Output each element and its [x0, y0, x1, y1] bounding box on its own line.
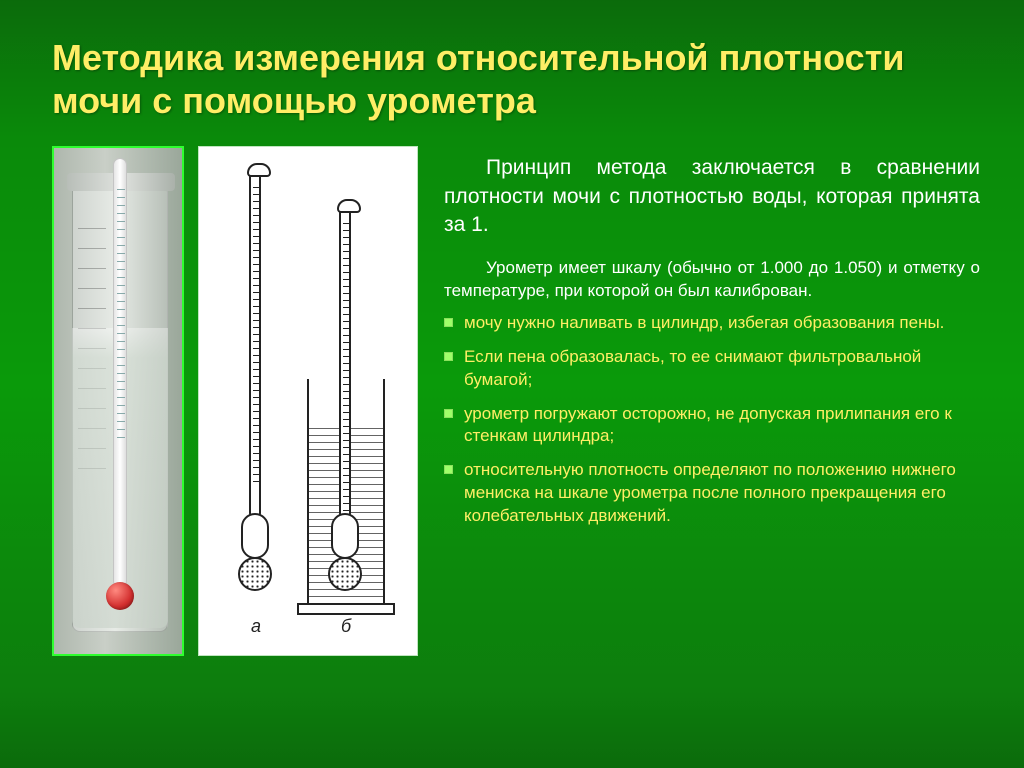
list-item: Если пена образовалась, то ее снимают фи… [444, 346, 980, 392]
diagram-scale-a [253, 187, 261, 487]
diagram-label-a: а [251, 616, 261, 637]
text-column: Принцип метода заключается в сравнении п… [444, 146, 980, 656]
diagram-label-b: б [341, 616, 351, 637]
photo-urometer-stem [113, 158, 127, 588]
list-item: урометр погружают осторожно, не допуская… [444, 403, 980, 449]
list-item: относительную плотность определяют по по… [444, 459, 980, 527]
content-row: а б Принцип метода заключается в сравнен… [52, 146, 980, 656]
diagram-base [297, 603, 395, 615]
bullet-list: мочу нужно наливать в цилиндр, избегая о… [444, 312, 980, 527]
illustrations: а б [52, 146, 418, 656]
diagram-scale-b [343, 223, 351, 523]
diagram-stem-b [339, 205, 351, 519]
list-item: мочу нужно наливать в цилиндр, избегая о… [444, 312, 980, 335]
diagram-bulb-b [331, 513, 359, 559]
diagram-stem-a [249, 169, 261, 519]
urometer-photo [52, 146, 184, 656]
slide: Методика измерения относительной плотнос… [0, 0, 1024, 768]
sub-paragraph: Урометр имеет шкалу (обычно от 1.000 до … [444, 257, 980, 302]
urometer-diagram: а б [198, 146, 418, 656]
diagram-weight-a [238, 557, 272, 591]
intro-paragraph: Принцип метода заключается в сравнении п… [444, 154, 980, 239]
slide-title: Методика измерения относительной плотнос… [52, 36, 980, 122]
diagram-bulb-a [241, 513, 269, 559]
